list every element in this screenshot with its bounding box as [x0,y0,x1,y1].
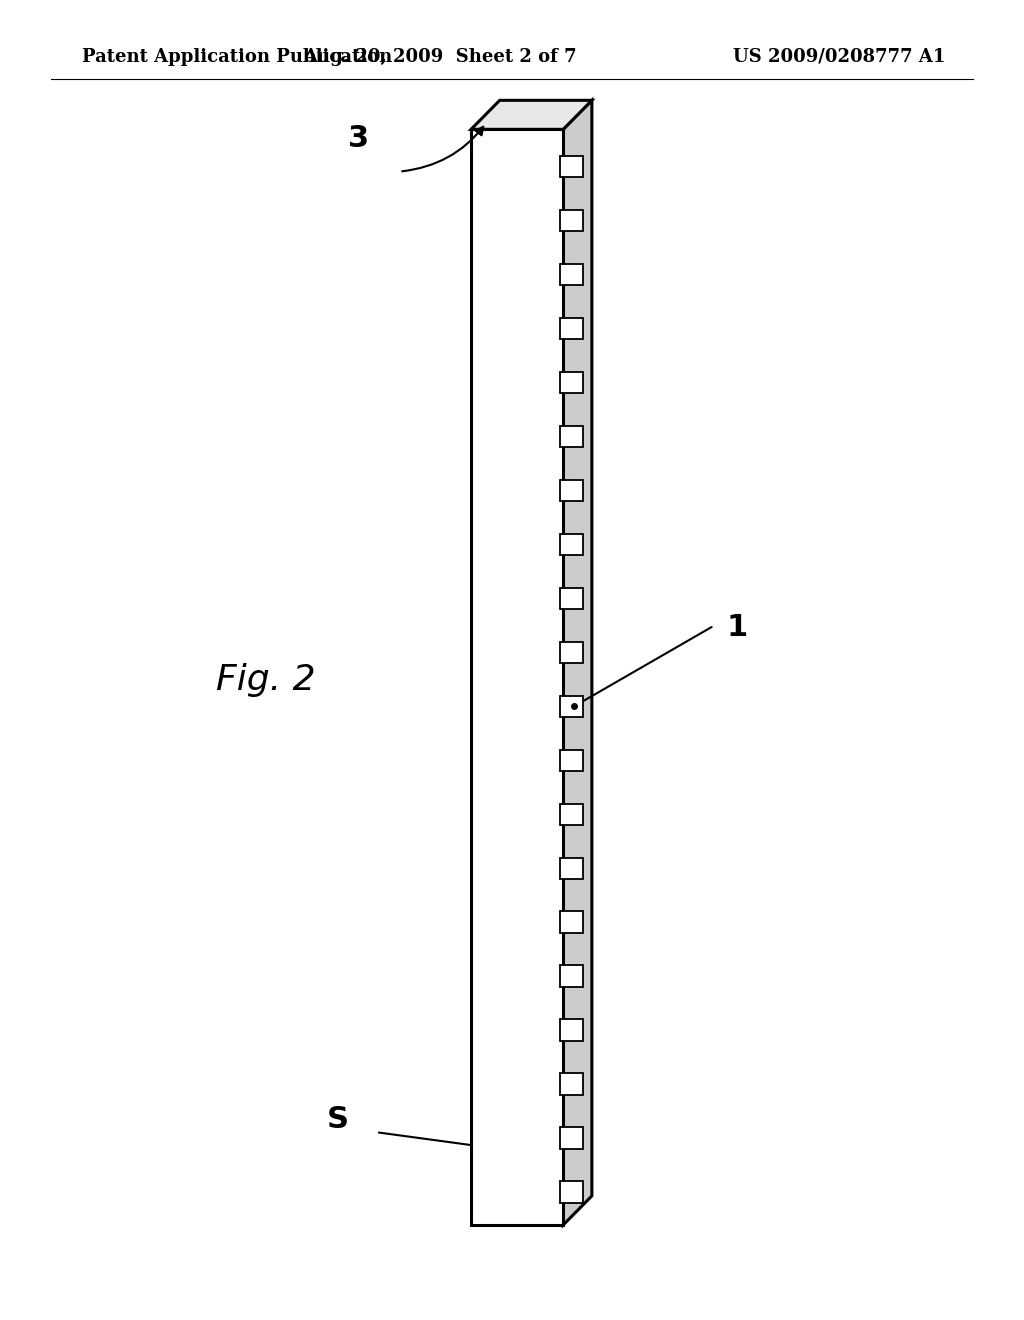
Polygon shape [560,372,583,393]
Polygon shape [471,129,563,1225]
Polygon shape [560,533,583,554]
Polygon shape [560,318,583,339]
Polygon shape [560,912,583,933]
Polygon shape [560,264,583,285]
Polygon shape [560,642,583,663]
Polygon shape [560,750,583,771]
Polygon shape [563,100,592,1225]
Polygon shape [471,100,592,129]
Polygon shape [560,479,583,500]
Polygon shape [560,210,583,231]
Text: Patent Application Publication: Patent Application Publication [82,48,392,66]
Polygon shape [560,804,583,825]
Polygon shape [560,1127,583,1148]
Polygon shape [560,1073,583,1094]
Polygon shape [560,858,583,879]
Polygon shape [560,1181,583,1203]
Polygon shape [560,965,583,986]
Polygon shape [560,587,583,609]
Text: US 2009/0208777 A1: US 2009/0208777 A1 [733,48,946,66]
Polygon shape [560,156,583,177]
Polygon shape [560,1019,583,1040]
Polygon shape [560,425,583,446]
Text: 3: 3 [348,124,369,153]
Text: S: S [327,1105,349,1134]
Text: Aug. 20, 2009  Sheet 2 of 7: Aug. 20, 2009 Sheet 2 of 7 [303,48,578,66]
Text: 1: 1 [727,612,748,642]
Polygon shape [560,696,583,717]
FancyArrowPatch shape [402,127,483,172]
Text: Fig. 2: Fig. 2 [216,663,316,697]
